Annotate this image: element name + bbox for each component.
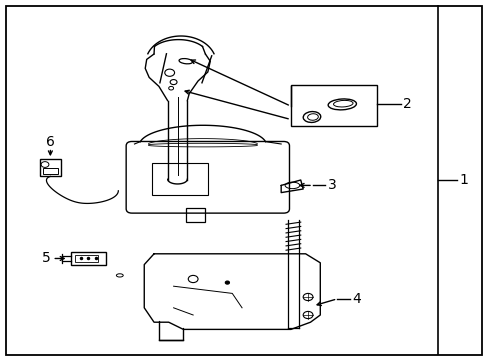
Bar xyxy=(71,252,106,265)
Text: 3: 3 xyxy=(327,179,336,192)
Bar xyxy=(151,163,207,195)
Bar xyxy=(40,159,61,176)
Circle shape xyxy=(225,281,229,284)
Text: 1: 1 xyxy=(459,173,468,187)
Text: 6: 6 xyxy=(46,135,55,149)
Bar xyxy=(185,208,205,222)
Text: 4: 4 xyxy=(351,292,360,306)
Bar xyxy=(43,168,58,174)
Bar xyxy=(290,85,376,126)
Text: 5: 5 xyxy=(41,252,50,265)
Text: 2: 2 xyxy=(403,98,411,111)
Bar xyxy=(75,255,98,262)
